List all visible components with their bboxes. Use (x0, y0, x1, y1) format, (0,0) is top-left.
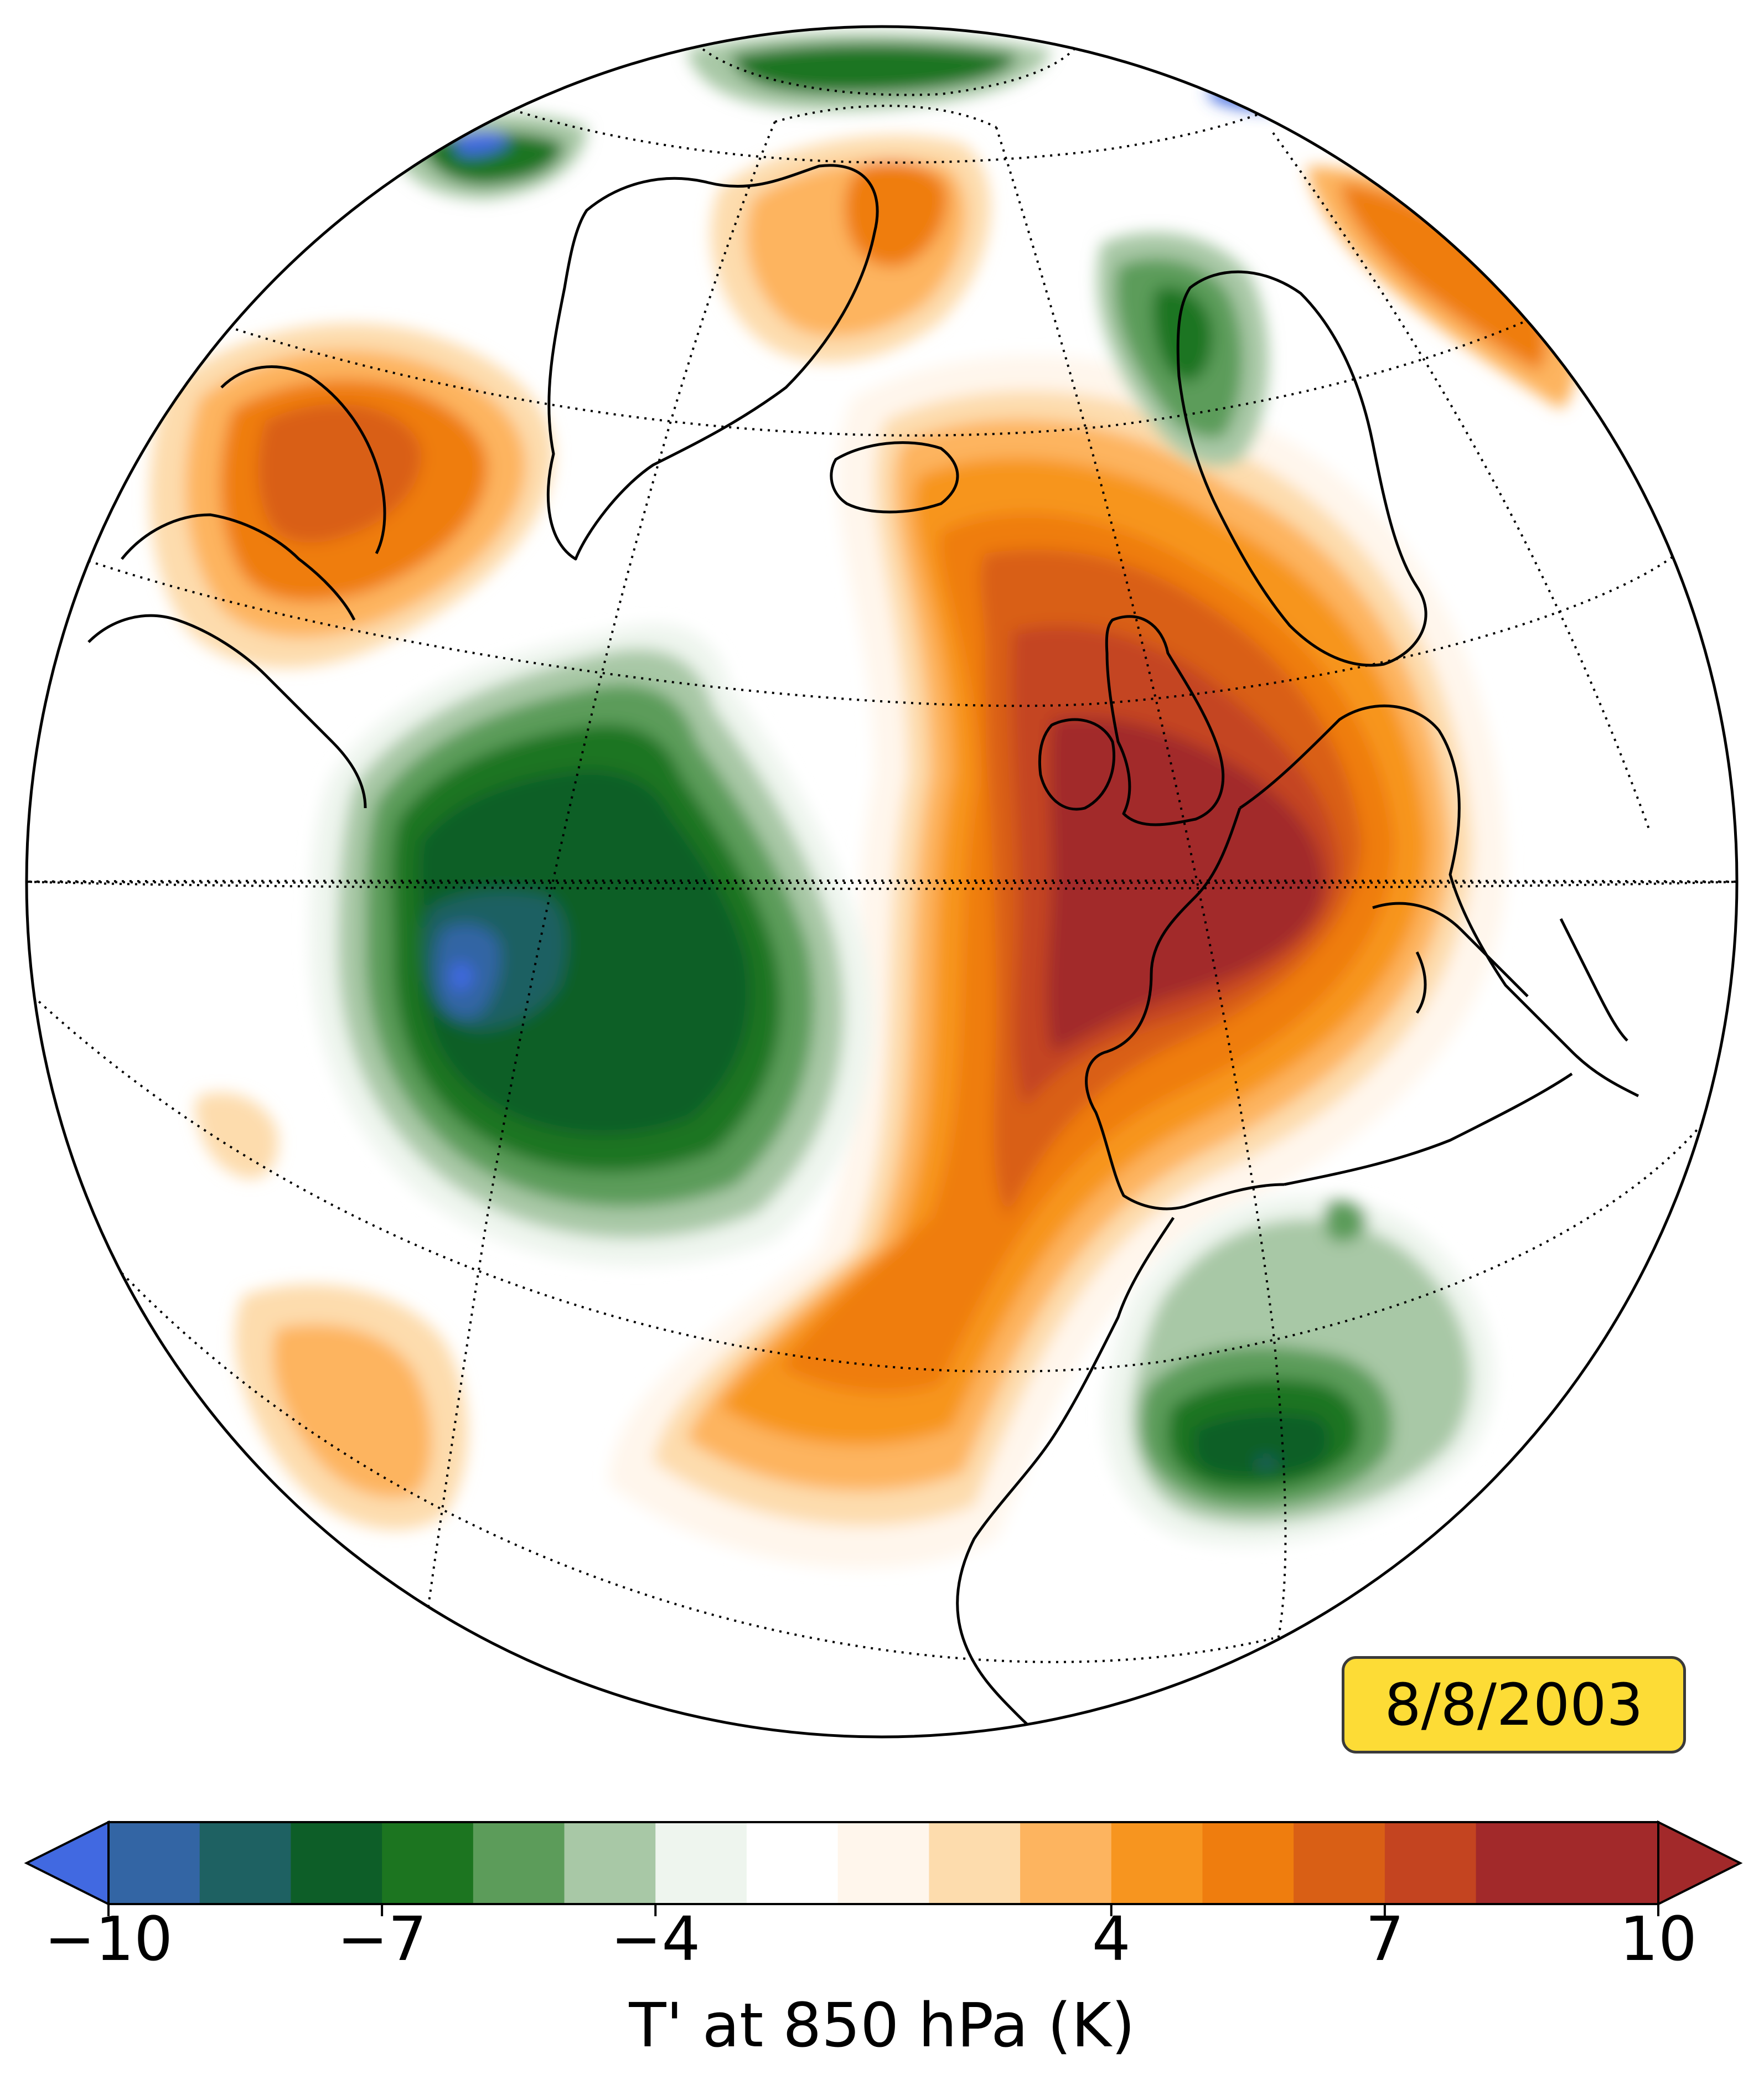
colorbar-outline (107, 1821, 1659, 1905)
cold-anomaly-africa (1104, 1194, 1495, 1546)
warm-anomaly-scandinavia (1306, 166, 1576, 410)
colorbar-bin (1202, 1822, 1294, 1904)
coastlines (87, 164, 1639, 1737)
iceland-coast (830, 441, 959, 514)
ireland-coast (1038, 718, 1116, 811)
colorbar-bin (929, 1822, 1021, 1904)
globe-outline (25, 25, 1739, 1739)
colorbar-label: T' at 850 hPa (K) (629, 1990, 1135, 2061)
colorbar (24, 1820, 1743, 1916)
temperature-anomaly-field (149, 33, 1576, 1569)
warm-anomaly-greenland (711, 135, 991, 363)
colorbar-bin (1476, 1822, 1568, 1904)
colorbar-bin (199, 1822, 291, 1904)
colorbar-bin (108, 1822, 200, 1904)
graticule (27, 32, 1737, 1737)
colorbar-bin (1567, 1822, 1659, 1904)
colorbar-extend-low (24, 1820, 110, 1906)
britain-coast (1105, 615, 1225, 826)
africa-coast (956, 1072, 1573, 1737)
warm-anomaly-subtropic (195, 1092, 468, 1530)
mediterranean-coast (1372, 902, 1628, 1042)
colorbar-bin (746, 1822, 839, 1904)
colorbar-tick-label: 10 (1620, 1904, 1697, 1974)
globe (25, 25, 1739, 1739)
cold-anomaly-atlantic (310, 624, 872, 1266)
colorbar-tick-label: −7 (337, 1904, 427, 1974)
colorbar-bin (291, 1822, 382, 1904)
colorbar-bin (1294, 1822, 1385, 1904)
colorbar-bin (655, 1822, 747, 1904)
colorbar-tick-label: −10 (44, 1904, 173, 1974)
scandinavia-coast (1176, 270, 1427, 667)
colorbar-bin (473, 1822, 565, 1904)
colorbar-bin (1111, 1822, 1203, 1904)
warm-anomaly-europe (609, 355, 1507, 1569)
colorbar-bin (1384, 1822, 1477, 1904)
colorbar-bin (837, 1822, 929, 1904)
colorbar-bin (564, 1822, 656, 1904)
date-badge: 8/8/2003 (1342, 1656, 1686, 1754)
north-america-coast (87, 365, 386, 809)
colorbar-tick-label: 7 (1365, 1904, 1404, 1974)
colorbar-bin (382, 1822, 474, 1904)
warm-anomaly-canada (149, 323, 553, 668)
europe-coast (1085, 704, 1639, 1211)
greenland-coast (546, 164, 879, 561)
colorbar-extend-high (1657, 1820, 1743, 1906)
colorbar-tick-label: −4 (611, 1904, 701, 1974)
colorbar-tick-label: 4 (1091, 1904, 1131, 1974)
colorbar-bin (1020, 1822, 1112, 1904)
